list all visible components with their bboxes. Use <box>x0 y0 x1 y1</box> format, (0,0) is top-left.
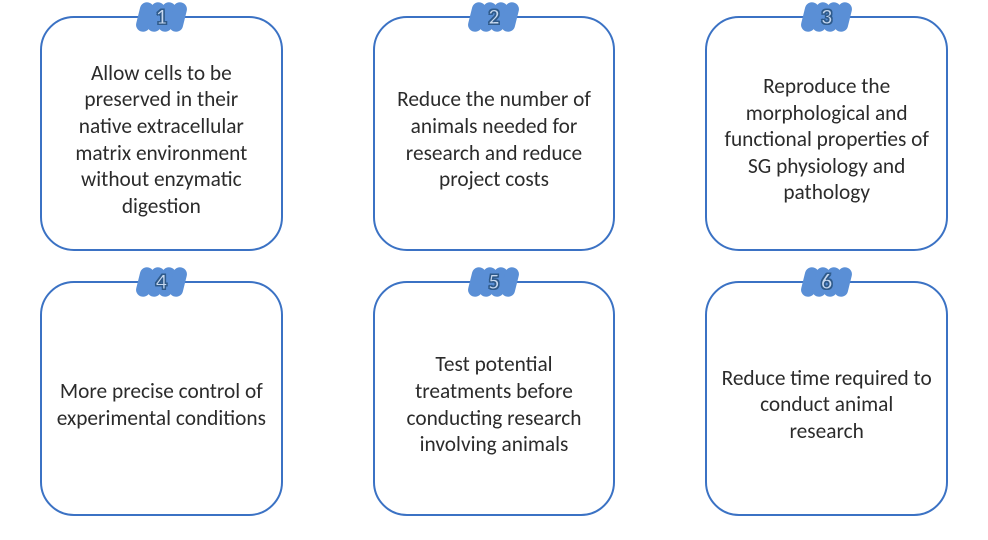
card-badge: 2 <box>463 2 525 32</box>
card-number: 4 <box>156 268 167 296</box>
card-box: Reduce time required to conduct animal r… <box>705 281 948 516</box>
card-text: Reproduce the morphological and function… <box>721 73 932 206</box>
card-number: 3 <box>821 3 832 31</box>
card-box: Allow cells to be preserved in their nat… <box>40 16 283 251</box>
card-badge: 5 <box>463 267 525 297</box>
card-box: Reproduce the morphological and function… <box>705 16 948 251</box>
card-text: Test potential treatments before conduct… <box>389 351 600 458</box>
card-text: More precise control of experimental con… <box>56 378 267 431</box>
card-2: 2 Reduce the number of animals needed fo… <box>373 16 616 251</box>
card-grid: 1 Allow cells to be preserved in their n… <box>0 0 988 540</box>
card-text: Reduce the number of animals needed for … <box>389 86 600 193</box>
card-badge: 6 <box>796 267 858 297</box>
card-6: 6 Reduce time required to conduct animal… <box>705 281 948 516</box>
card-5: 5 Test potential treatments before condu… <box>373 281 616 516</box>
card-box: More precise control of experimental con… <box>40 281 283 516</box>
card-number: 2 <box>488 3 499 31</box>
card-number: 5 <box>488 268 499 296</box>
card-text: Allow cells to be preserved in their nat… <box>56 60 267 220</box>
card-number: 1 <box>156 3 167 31</box>
card-3: 3 Reproduce the morphological and functi… <box>705 16 948 251</box>
card-4: 4 More precise control of experimental c… <box>40 281 283 516</box>
card-badge: 3 <box>796 2 858 32</box>
card-box: Test potential treatments before conduct… <box>373 281 616 516</box>
card-badge: 1 <box>130 2 192 32</box>
card-text: Reduce time required to conduct animal r… <box>721 365 932 445</box>
card-box: Reduce the number of animals needed for … <box>373 16 616 251</box>
card-badge: 4 <box>130 267 192 297</box>
card-1: 1 Allow cells to be preserved in their n… <box>40 16 283 251</box>
card-number: 6 <box>821 268 832 296</box>
